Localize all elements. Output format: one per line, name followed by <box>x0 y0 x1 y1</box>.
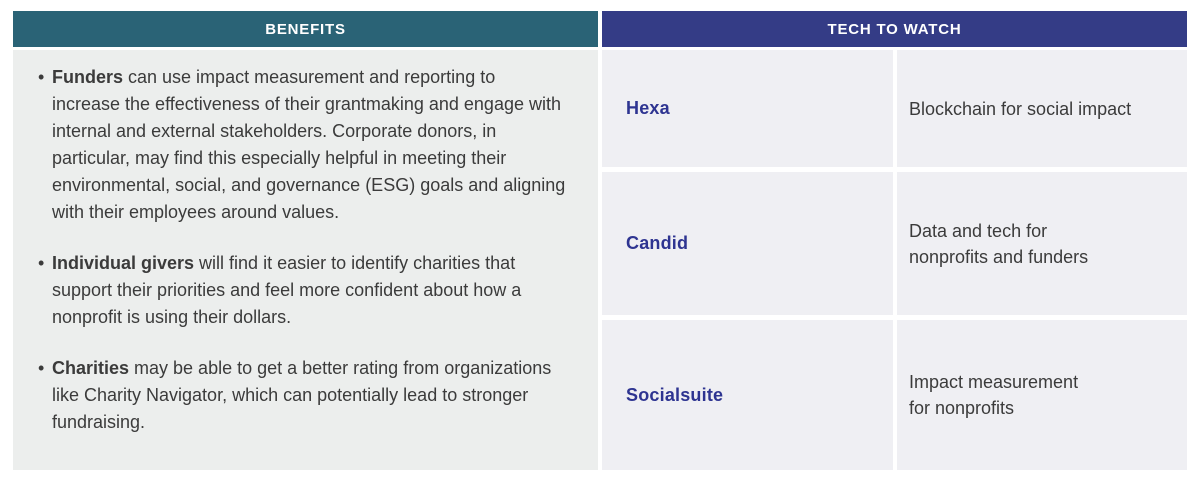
bullet-icon: • <box>38 358 45 378</box>
table-cell-company-socialsuite: Socialsuite <box>602 320 893 470</box>
table-cell-company-hexa: Hexa <box>602 50 893 167</box>
benefits-panel: • Funders can use impact measurement and … <box>13 50 598 470</box>
tech-to-watch-header: TECH TO WATCH <box>602 11 1187 47</box>
benefits-header-label: BENEFITS <box>265 20 346 38</box>
benefit-lead-individual-givers: Individual givers <box>52 253 195 273</box>
table-cell-desc-hexa: Blockchain for social impact <box>897 50 1187 167</box>
benefit-item-charities: • Charities may be able to get a better r… <box>38 355 568 436</box>
bullet-icon: • <box>38 253 45 273</box>
company-name-hexa: Hexa <box>626 98 670 118</box>
bullet-icon: • <box>38 67 45 87</box>
benefit-lead-charities: Charities <box>52 358 130 378</box>
company-desc-line: Impact measurement <box>909 372 1079 392</box>
table-cell-desc-socialsuite: Impact measurement for nonprofits <box>897 320 1187 470</box>
benefit-text-funders: can use impact measurement and reporting… <box>52 67 566 222</box>
benefit-text-individual-givers: will find it easier to identify charitie… <box>52 253 522 327</box>
company-name-socialsuite: Socialsuite <box>626 384 724 405</box>
company-desc-line: for nonprofits <box>909 398 1015 418</box>
company-desc-line: Blockchain for social impact <box>909 98 1132 119</box>
company-desc-line: nonprofits and funders <box>909 246 1089 267</box>
company-name-candid: Candid <box>626 233 689 253</box>
benefit-item-funders: • Funders can use impact measurement and … <box>38 64 568 226</box>
table-cell-company-candid: Candid <box>602 172 893 315</box>
company-desc-line: Data and tech for <box>909 220 1048 241</box>
tech-to-watch-table: Hexa Blockchain for social impact Candid… <box>602 50 1187 470</box>
benefits-header: BENEFITS <box>13 11 598 47</box>
table-cell-desc-candid: Data and tech for nonprofits and funders <box>897 172 1187 315</box>
tech-to-watch-header-label: TECH TO WATCH <box>827 20 962 38</box>
benefits-list: • Funders can use impact measurement and … <box>13 50 598 436</box>
benefit-item-individual-givers: • Individual givers will find it easier t… <box>38 250 568 331</box>
benefit-text-charities: may be able to get a better rating from … <box>52 358 552 432</box>
benefit-lead-funders: Funders <box>52 67 124 87</box>
